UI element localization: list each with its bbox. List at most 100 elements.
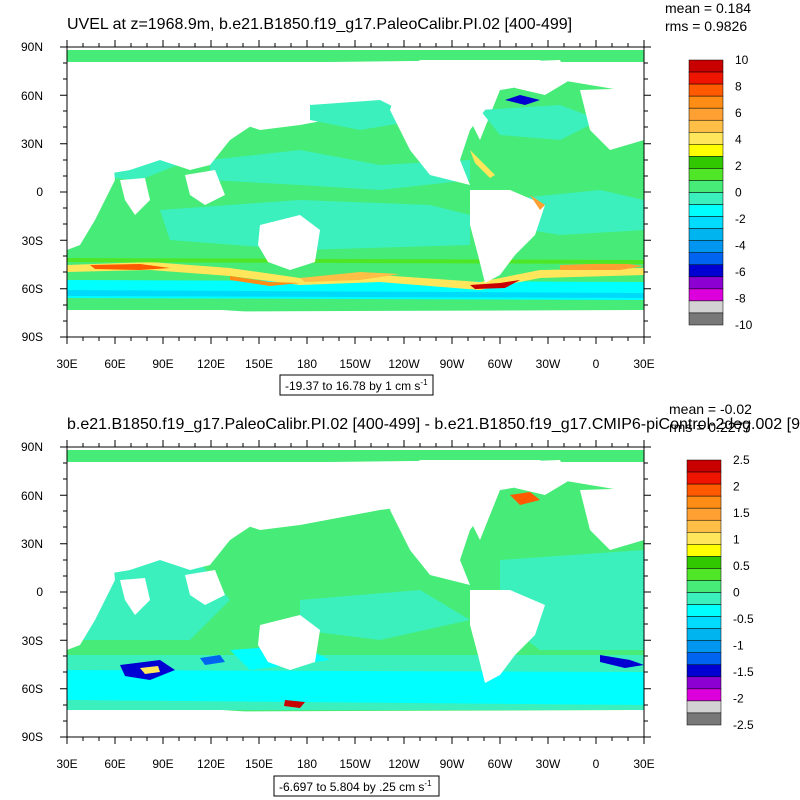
colorbar-box: [686, 483, 722, 497]
mean-value: mean = -0.02: [669, 401, 752, 417]
colorbar-box: [688, 192, 724, 205]
colorbar-box: [686, 628, 722, 641]
lon-label: 150E: [245, 757, 273, 771]
colorbar-box: [688, 132, 724, 145]
colorbar-box: [686, 556, 722, 569]
lat-label: 60N: [21, 89, 43, 103]
lat-label: 60S: [22, 282, 43, 296]
colorbar-label: 1.5: [733, 506, 750, 520]
contour-info-box: -19.37 to 16.78 by 1 cm s-1: [279, 374, 434, 396]
boundary-currents: [470, 95, 545, 210]
land-masks: [67, 47, 644, 337]
contour-unit-exponent: -1: [420, 378, 428, 387]
lon-label: 90E: [152, 357, 173, 371]
colorbar-label: 2.5: [733, 453, 750, 467]
lon-label: 90W: [440, 757, 465, 771]
lat-label: 0: [36, 185, 43, 199]
lat-label: 30N: [21, 537, 43, 551]
lon-label: 60E: [104, 357, 125, 371]
panel-title: b.e21.B1850.f19_g17.PaleoCalibr.PI.02 [4…: [67, 416, 800, 433]
colorbar-box: [686, 664, 722, 678]
colorbar-box: [686, 459, 722, 473]
colorbar-label: -1.5: [733, 665, 754, 679]
colorbar-label: -1: [733, 639, 744, 653]
lon-axis: 30E 60E 90E 120E 150E 180 150W 120W 90W …: [56, 440, 655, 771]
lon-label: 90W: [440, 357, 465, 371]
colorbar-label: 2: [735, 159, 742, 173]
lon-label: 30E: [56, 757, 77, 771]
colorbar-box: [688, 312, 724, 326]
colorbar-label: -6: [735, 265, 746, 279]
colorbar-box: [688, 216, 724, 229]
lon-label: 60E: [104, 757, 125, 771]
acc-bands: [67, 258, 644, 298]
colorbar-box: [688, 144, 724, 157]
colorbar-box: [686, 495, 722, 509]
lat-label: 0: [36, 585, 43, 599]
lat-label: 90N: [21, 440, 43, 454]
colorbar-box: [686, 532, 722, 545]
colorbar-box: [686, 616, 722, 629]
colorbar-label: 6: [735, 106, 742, 120]
lat-label: 90S: [22, 330, 43, 344]
colorbar-box: [688, 264, 724, 278]
lon-label: 30W: [536, 757, 561, 771]
colorbar-box: [686, 652, 722, 666]
colorbar-box: [686, 519, 722, 533]
lon-label: 30E: [56, 357, 77, 371]
colorbar-label: 0: [733, 586, 740, 600]
colorbar-box: [686, 700, 722, 714]
difference-hotspots: [120, 492, 644, 708]
svg-text:-19.37 to 16.78 by 1 cm s-1: -19.37 to 16.78 by 1 cm s-1: [285, 378, 428, 393]
lat-label: 90S: [22, 730, 43, 744]
lon-axis: 30E 60E 90E 120E 150E 180 150W 120W 90W …: [56, 40, 655, 371]
land-masks: [67, 447, 644, 737]
rms-value: rms = 0.2277: [669, 419, 751, 435]
lat-axis: 90N 60N 30N 0 30S 60S 90S: [21, 440, 651, 744]
lat-label: 30S: [22, 634, 43, 648]
contour-info: -19.37 to 16.78 by 1 cm s: [285, 379, 420, 393]
lon-label: 180: [297, 357, 317, 371]
colorbar-label: -2: [735, 212, 746, 226]
colorbar-box: [688, 156, 724, 169]
panel-title: UVEL at z=1968.9m, b.e21.B1850.f19_g17.P…: [67, 16, 572, 33]
contour-info-box: -6.697 to 5.804 by .25 cm s-1: [273, 775, 440, 797]
colorbar-box: [686, 688, 722, 702]
lon-label: 30W: [536, 357, 561, 371]
lon-label: 60W: [488, 357, 513, 371]
colorbar-box: [688, 95, 724, 109]
colorbar-label: 8: [735, 80, 742, 94]
colorbar-box: [688, 107, 724, 121]
colorbar-box: [686, 676, 722, 690]
lat-label: 60N: [21, 489, 43, 503]
colorbar-label: 10: [735, 53, 749, 67]
lon-label: 150E: [245, 357, 273, 371]
colorbar-label: -8: [735, 292, 746, 306]
mean-value: mean = 0.184: [665, 0, 751, 16]
lat-axis: 90N 60N 30N 0 30S 60S 90S: [21, 40, 651, 344]
colorbar-label: 4: [735, 133, 742, 147]
colorbar-label: -4: [735, 239, 746, 253]
panel-bottom: b.e21.B1850.f19_g17.PaleoCalibr.PI.02 [4…: [21, 401, 800, 797]
colorbar-label: 0.5: [733, 559, 750, 573]
contour-unit-exponent: -1: [424, 779, 432, 788]
colorbar-box: [686, 544, 722, 557]
map-field: [67, 447, 644, 737]
colorbar-label: 2: [733, 480, 740, 494]
contour-info: -6.697 to 5.804 by .25 cm s: [279, 780, 424, 794]
colorbar-label: -0.5: [733, 612, 754, 626]
colorbar-box: [686, 712, 722, 726]
rms-value: rms = 0.9826: [665, 18, 747, 34]
colorbar-label: -10: [735, 318, 753, 332]
colorbar-box: [686, 592, 722, 605]
lon-label: 30E: [633, 357, 654, 371]
lon-label: 30E: [633, 757, 654, 771]
lat-label: 30S: [22, 234, 43, 248]
lon-label: 120E: [197, 757, 225, 771]
lon-label: 150W: [339, 357, 371, 371]
panel-top: UVEL at z=1968.9m, b.e21.B1850.f19_g17.P…: [21, 0, 753, 396]
lon-label: 120W: [388, 757, 420, 771]
colorbar-box: [688, 168, 724, 181]
colorbar-box: [688, 83, 724, 97]
